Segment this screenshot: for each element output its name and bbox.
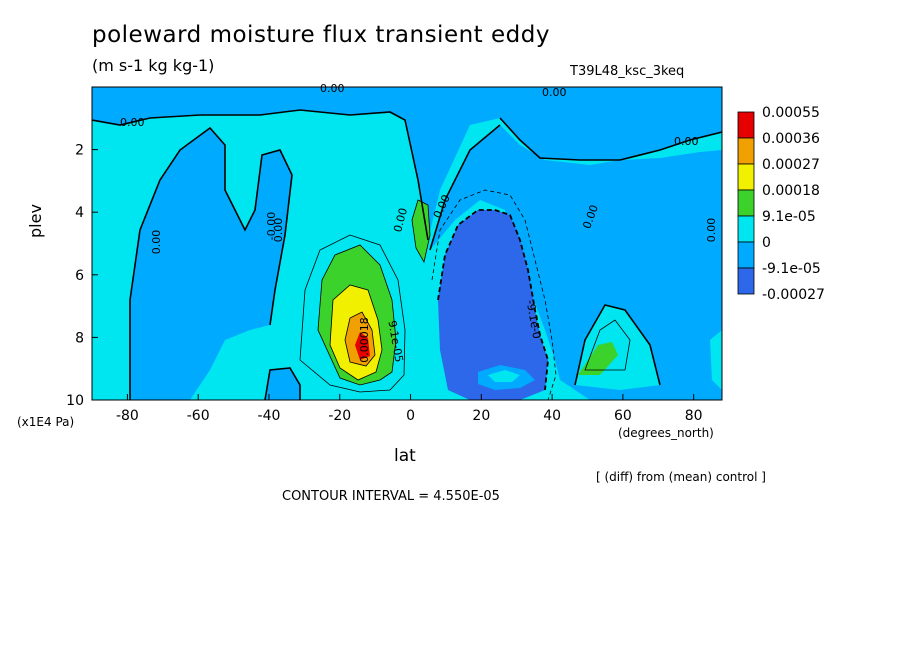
contour-label: 0.00 xyxy=(705,218,718,243)
contour-label: 0.00 xyxy=(542,86,567,99)
y-tick-label: 10 xyxy=(66,393,84,409)
run-id: T39L48_ksc_3keq xyxy=(570,64,685,79)
field-neg-top xyxy=(92,87,722,240)
contour-left-lobe xyxy=(129,126,293,400)
y-tick-label: 6 xyxy=(75,268,84,284)
field-neg-core-inner xyxy=(488,370,520,382)
contour-labels: 0.00 0.00 0.00 0.00 -0.00 0.00 0.00 0.00… xyxy=(120,82,718,363)
contour-label: 0.00 xyxy=(674,135,699,148)
colorbar-label: -0.00027 xyxy=(762,287,825,303)
contour-label: -0.00 xyxy=(265,212,278,240)
contour-label: 0.00 xyxy=(320,82,345,95)
x-axis-ticks: -80 -60 -40 -20 0 20 40 60 80 xyxy=(116,394,703,424)
contour-pos-outer xyxy=(299,234,406,393)
contour-islet xyxy=(264,367,301,400)
chart-units: (m s-1 kg kg-1) xyxy=(92,56,215,75)
contour-pos-equator xyxy=(411,199,431,264)
contour-right-island xyxy=(574,304,661,386)
contour-pos-right-outer xyxy=(584,319,631,371)
colorbar-label: 0.00055 xyxy=(762,105,820,121)
contour-top xyxy=(92,109,429,241)
x-tick-label: 80 xyxy=(685,408,703,424)
zero-contours xyxy=(92,109,722,400)
x-tick-label: -80 xyxy=(116,408,139,424)
colorbar-swatch xyxy=(737,241,755,269)
y-tick-label: 2 xyxy=(75,143,84,159)
colorbar-label: 0 xyxy=(762,235,771,251)
contour-neg-deep xyxy=(437,209,549,391)
x-axis-units: (degrees_north) xyxy=(618,426,714,440)
plot-frame xyxy=(91,86,723,401)
x-tick-label: -60 xyxy=(187,408,210,424)
contour-top-right xyxy=(499,117,722,161)
colorbar-label: -9.1e-05 xyxy=(762,261,821,277)
x-tick-label: 0 xyxy=(406,408,415,424)
thin-contours xyxy=(299,189,631,400)
diff-note: [ (diff) from (mean) control ] xyxy=(596,470,766,484)
contour-label: 0.00 xyxy=(272,218,285,243)
colorbar-swatch xyxy=(737,111,755,139)
field-zero-island-right-edge xyxy=(710,330,722,390)
y-tick-label: 8 xyxy=(75,330,84,346)
contour-label: 0.00 xyxy=(391,207,410,234)
field-neg-deep xyxy=(438,210,548,400)
contour-neg-outer xyxy=(431,189,557,400)
field-pos-right xyxy=(578,342,618,375)
y-tick-label: 4 xyxy=(75,205,84,221)
field-pos-red xyxy=(355,332,370,360)
colorbar-swatch xyxy=(737,267,755,295)
field-island-top-left xyxy=(170,122,200,138)
colorbar-label: 0.00018 xyxy=(762,183,820,199)
contour-label: 0.00 xyxy=(150,230,163,255)
contour-field xyxy=(92,87,722,400)
colorbar-swatch xyxy=(737,163,755,191)
colorbar-label: 0.00027 xyxy=(762,157,820,173)
colorbar-swatch xyxy=(737,137,755,165)
field-pos-equator xyxy=(412,200,430,262)
y-axis-ticks: 2 4 6 8 10 xyxy=(66,143,98,409)
colorbar-label: 9.1e-05 xyxy=(762,209,816,225)
contour-pos-orange xyxy=(344,311,376,367)
colorbar-label: 0.00036 xyxy=(762,131,820,147)
field-neg-right xyxy=(430,125,722,400)
field-neg-bottom xyxy=(265,368,300,400)
x-axis-label: lat xyxy=(394,446,416,466)
y-axis-units: (x1E4 Pa) xyxy=(17,415,75,429)
x-tick-label: 20 xyxy=(472,408,490,424)
x-tick-label: -40 xyxy=(258,408,281,424)
x-tick-label: 40 xyxy=(543,408,561,424)
colorbar-swatch xyxy=(737,215,755,243)
contour-pos-yellow xyxy=(329,284,383,381)
contour-equator xyxy=(429,124,501,251)
colorbar-swatch xyxy=(737,189,755,217)
negative-contours xyxy=(437,209,549,391)
contour-pos-green xyxy=(317,244,397,386)
x-tick-label: 60 xyxy=(614,408,632,424)
chart-title: poleward moisture flux transient eddy xyxy=(92,22,550,48)
contour-interval: CONTOUR INTERVAL = 4.550E-05 xyxy=(282,489,500,504)
contour-label: 0.00 xyxy=(120,116,145,129)
contour-label: 0.00018 xyxy=(358,317,371,363)
x-tick-label: -20 xyxy=(328,408,351,424)
field-neg-left xyxy=(130,128,292,400)
colorbar: 0.00055 0.00036 0.00027 0.00018 9.1e-05 0 -9.1… xyxy=(737,105,825,303)
